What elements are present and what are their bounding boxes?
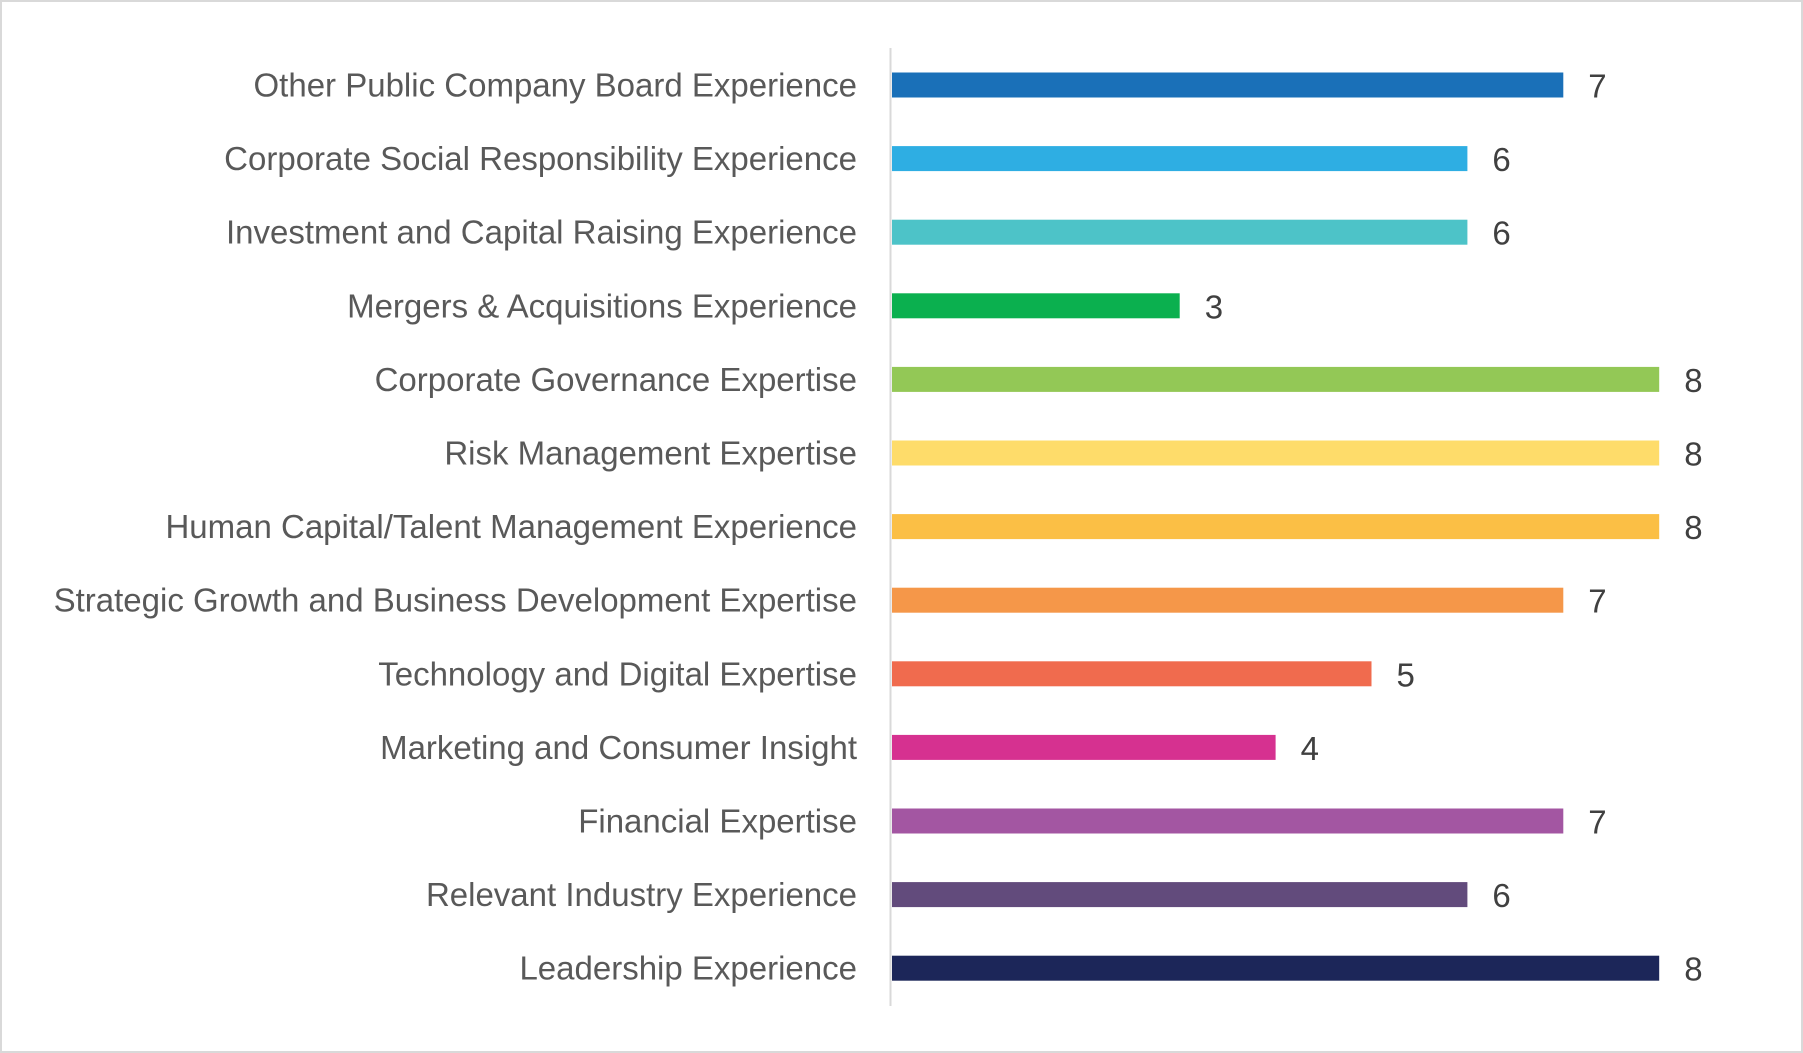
category-label: Strategic Growth and Business Developmen…: [54, 582, 857, 619]
category-label: Marketing and Consumer Insight: [380, 729, 857, 766]
data-label: 6: [1492, 215, 1510, 252]
data-label: 4: [1301, 730, 1319, 767]
bar: [892, 734, 1276, 760]
category-label: Financial Expertise: [578, 803, 857, 840]
bar: [892, 293, 1180, 319]
category-label: Technology and Digital Expertise: [378, 655, 857, 692]
bars-group: Other Public Company Board Experience 7 Co…: [54, 67, 1703, 988]
data-label: 7: [1588, 804, 1606, 841]
category-label: Corporate Social Responsibility Experien…: [224, 140, 857, 177]
bar: [892, 882, 1468, 908]
category-label: Leadership Experience: [519, 950, 857, 987]
data-label: 8: [1684, 436, 1702, 473]
data-label: 8: [1684, 509, 1702, 546]
category-label: Investment and Capital Raising Experienc…: [226, 214, 857, 251]
category-label: Corporate Governance Expertise: [375, 361, 857, 398]
data-label: 6: [1492, 141, 1510, 178]
bar: [892, 587, 1564, 613]
bar: [892, 72, 1564, 98]
bar: [892, 219, 1468, 245]
data-label: 5: [1397, 656, 1415, 693]
bar: [892, 808, 1564, 834]
bar: [892, 514, 1660, 540]
data-label: 8: [1684, 362, 1702, 399]
category-label: Relevant Industry Experience: [426, 876, 857, 913]
category-label: Other Public Company Board Experience: [254, 67, 857, 104]
bar: [892, 661, 1372, 687]
bar: [892, 955, 1660, 981]
category-label: Mergers & Acquisitions Experience: [347, 287, 857, 324]
data-label: 8: [1684, 951, 1702, 988]
data-label: 6: [1492, 877, 1510, 914]
bar: [892, 366, 1660, 392]
data-label: 3: [1205, 288, 1223, 325]
category-label: Risk Management Expertise: [444, 435, 857, 472]
category-label: Human Capital/Talent Management Experien…: [165, 508, 857, 545]
data-label: 7: [1588, 68, 1606, 105]
bar: [892, 146, 1468, 172]
bar: [892, 440, 1660, 466]
data-label: 7: [1588, 583, 1606, 620]
